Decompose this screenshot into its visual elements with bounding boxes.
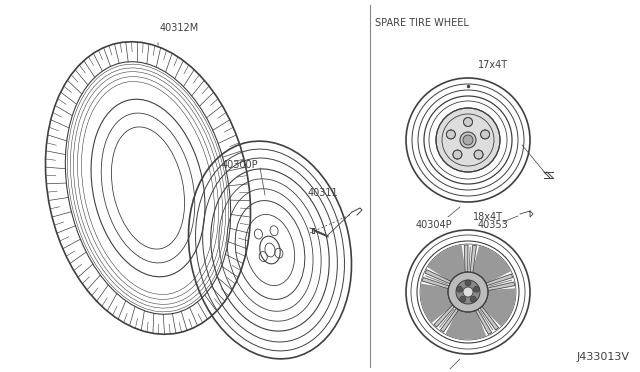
- Polygon shape: [421, 284, 452, 322]
- Circle shape: [456, 280, 480, 304]
- Polygon shape: [446, 310, 485, 339]
- Circle shape: [474, 150, 483, 159]
- Polygon shape: [422, 278, 449, 289]
- Circle shape: [446, 130, 456, 139]
- Circle shape: [463, 135, 473, 145]
- Polygon shape: [464, 245, 468, 272]
- Circle shape: [465, 280, 471, 286]
- Text: 40312M: 40312M: [160, 23, 199, 33]
- Circle shape: [436, 108, 500, 172]
- Circle shape: [463, 118, 472, 126]
- Text: 17x4T: 17x4T: [478, 60, 508, 70]
- Text: 40353: 40353: [478, 220, 509, 230]
- Circle shape: [474, 286, 479, 292]
- Text: 40304P: 40304P: [416, 220, 452, 230]
- Circle shape: [463, 287, 473, 297]
- Circle shape: [448, 272, 488, 312]
- Polygon shape: [488, 282, 515, 291]
- Circle shape: [470, 296, 476, 302]
- Text: 40300P: 40300P: [222, 160, 259, 170]
- Circle shape: [456, 286, 463, 292]
- Polygon shape: [486, 274, 513, 286]
- Polygon shape: [476, 310, 492, 334]
- Circle shape: [460, 132, 476, 148]
- Text: 40311: 40311: [308, 188, 339, 198]
- Polygon shape: [434, 305, 454, 327]
- Text: 18x4T: 18x4T: [473, 212, 503, 222]
- Polygon shape: [428, 246, 465, 281]
- Circle shape: [481, 130, 490, 139]
- Polygon shape: [440, 308, 459, 332]
- Text: J433013V: J433013V: [577, 352, 630, 362]
- Polygon shape: [425, 270, 451, 284]
- Circle shape: [460, 296, 466, 302]
- Circle shape: [453, 150, 462, 159]
- Polygon shape: [482, 289, 515, 326]
- Polygon shape: [473, 247, 510, 283]
- Text: SPARE TIRE WHEEL: SPARE TIRE WHEEL: [375, 18, 469, 28]
- Polygon shape: [480, 306, 499, 330]
- Polygon shape: [470, 245, 476, 273]
